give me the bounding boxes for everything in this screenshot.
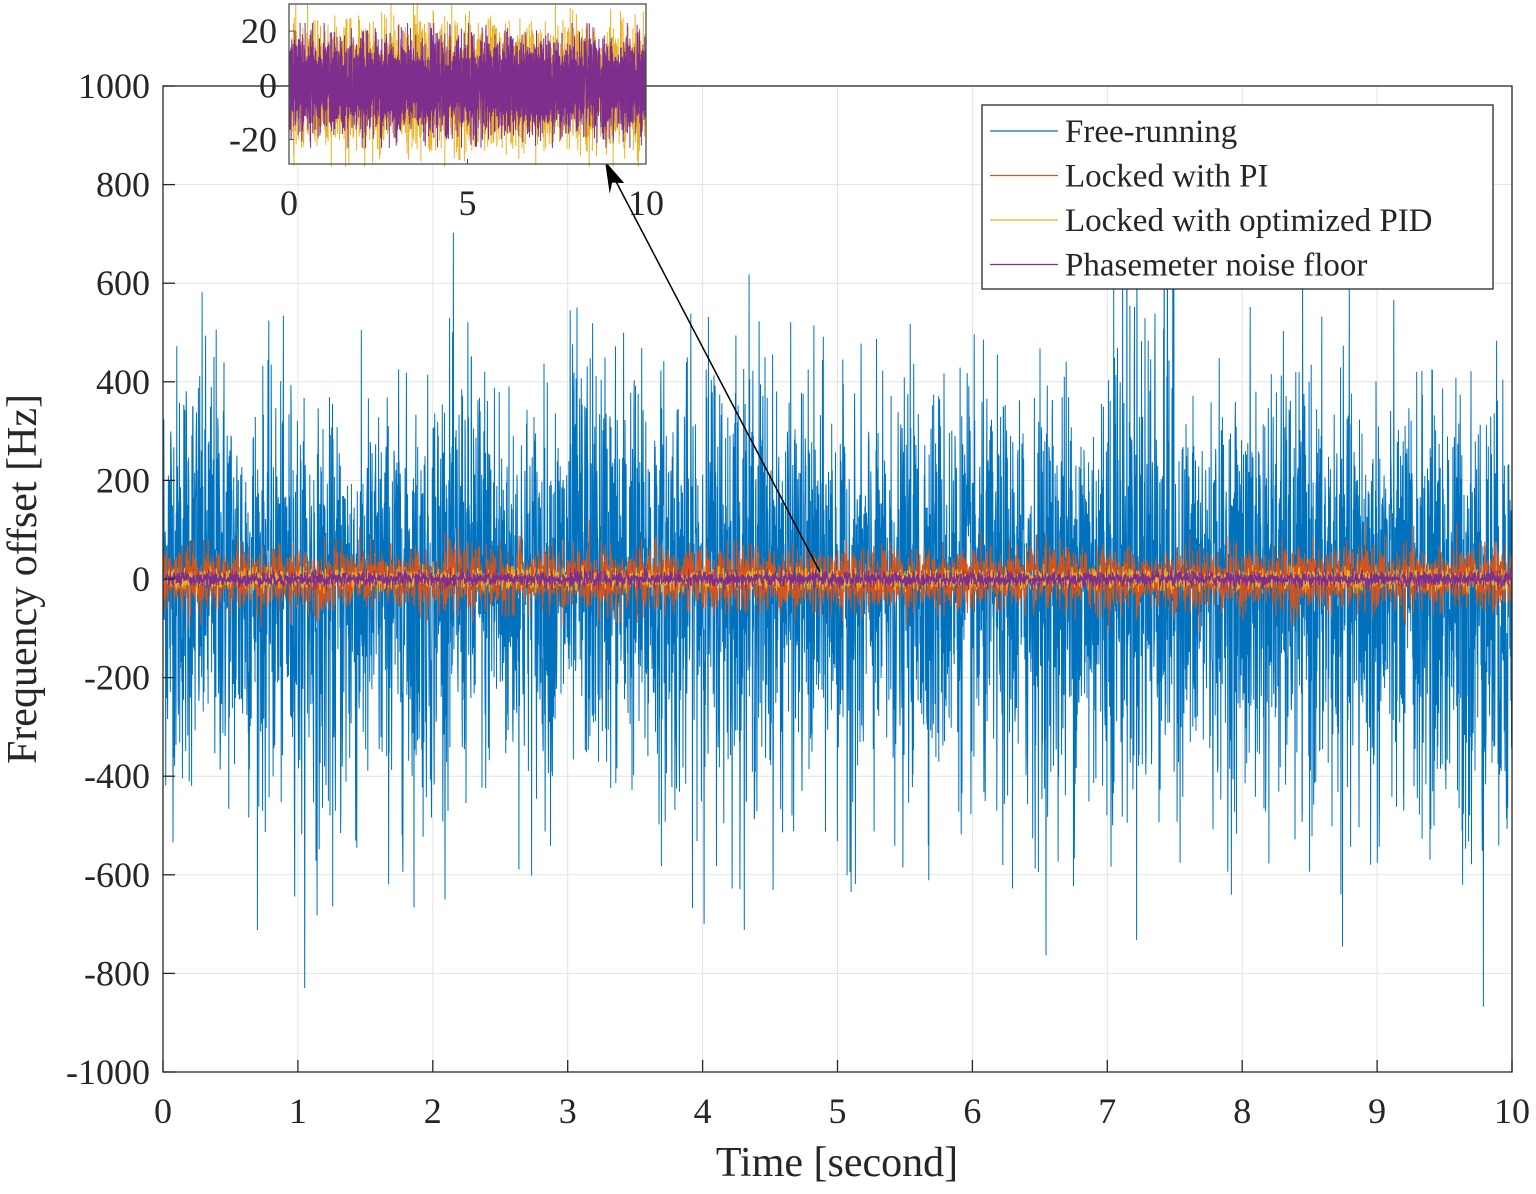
- inset-series-phasemeter-noise-floor: [288, 22, 647, 148]
- annotation-arrow: [609, 169, 821, 573]
- legend-label: Locked with PI: [1065, 159, 1268, 195]
- y-tick-label: 600: [96, 263, 150, 303]
- plot-area: [162, 146, 1513, 1007]
- x-tick-label: 0: [154, 1091, 172, 1131]
- legend-label: Phasemeter noise floor: [1065, 248, 1367, 284]
- y-tick-label: 400: [96, 362, 150, 402]
- y-tick-label: 200: [96, 460, 150, 500]
- x-tick-label: 4: [694, 1091, 712, 1131]
- legend: Free-running Locked with PI Locked with op…: [981, 104, 1494, 290]
- y-tick-label: -200: [84, 658, 150, 698]
- inset-y-tick-label: 20: [241, 11, 277, 51]
- inset-y-tick-label: -20: [229, 120, 277, 160]
- legend-label: Locked with optimized PID: [1065, 203, 1433, 239]
- y-tick-label: 800: [96, 165, 150, 205]
- legend-label: Free-running: [1065, 114, 1237, 150]
- y-tick-label: 1000: [78, 66, 150, 106]
- x-tick-label: 6: [963, 1091, 981, 1131]
- x-axis-label: Time [second]: [716, 1140, 958, 1186]
- y-tick-label: -800: [84, 953, 150, 993]
- x-tick-label: 7: [1098, 1091, 1116, 1131]
- x-tick-label: 2: [424, 1091, 442, 1131]
- y-tick-label: 0: [132, 559, 150, 599]
- inset-x-tick-label: 5: [459, 183, 477, 223]
- x-tick-label: 8: [1233, 1091, 1251, 1131]
- inset-y-tick-label: 0: [259, 65, 277, 105]
- x-tick-label: 1: [289, 1091, 307, 1131]
- y-axis-label: Frequency offset [Hz]: [0, 394, 46, 764]
- y-tick-label: -400: [84, 756, 150, 796]
- x-tick-label: 10: [1494, 1091, 1530, 1131]
- series-phasemeter-noise-floor: [162, 567, 1513, 591]
- ticks: 0 1 2 3 4 5 6 7 8 9 1010008006004002000-200-400-60…: [66, 66, 1530, 1131]
- arrow-head: [605, 161, 625, 194]
- x-tick-label: 3: [559, 1091, 577, 1131]
- inset-x-tick-label: 10: [628, 183, 664, 223]
- x-tick-label: 5: [829, 1091, 847, 1131]
- y-tick-label: -600: [84, 855, 150, 895]
- y-tick-label: -1000: [66, 1052, 150, 1092]
- legend-box: [981, 104, 1494, 290]
- series-free-running: [162, 146, 1513, 1007]
- x-tick-label: 9: [1368, 1091, 1386, 1131]
- inset-x-tick-label: 0: [280, 183, 298, 223]
